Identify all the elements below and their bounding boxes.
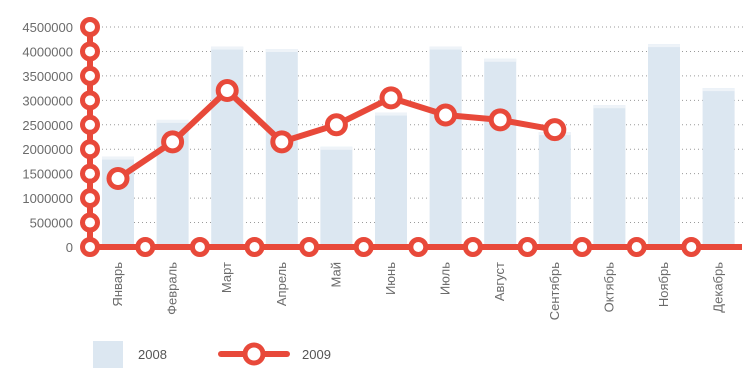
y-axis-marker: [80, 237, 100, 257]
bar-2008: [484, 58, 517, 248]
line-2009: [106, 79, 567, 191]
y-tick-label: 500000: [30, 216, 73, 231]
bar-2008-highlight: [320, 146, 353, 150]
x-tick-label: Июль: [438, 262, 453, 295]
legend: 2008 2009: [93, 341, 331, 368]
x-axis-marker: [244, 237, 265, 257]
x-axis-marker: [681, 237, 702, 257]
y-axis-marker: [80, 163, 100, 184]
bar-2008: [538, 132, 571, 247]
bar-2008: [375, 112, 407, 247]
x-tick-label: Июнь: [383, 262, 398, 295]
x-axis-marker: [353, 237, 374, 257]
x-tick-label: Декабрь: [711, 262, 726, 313]
y-tick-labels: 0 500000 1000000 1500000 2000000 2500000 30000…: [22, 20, 73, 255]
y-tick-label: 1000000: [22, 191, 73, 206]
bar-2008-highlight: [156, 119, 189, 123]
x-tick-labels: Январь Февраль Март Апрель Май Июнь Июль Август…: [110, 262, 726, 320]
x-tick-label: Сентябрь: [547, 262, 562, 320]
x-tick-label: Октябрь: [601, 262, 616, 313]
point-2009: [106, 167, 130, 191]
legend-swatch-2008: [93, 341, 123, 368]
point-2009: [270, 130, 294, 154]
x-tick-label: Апрель: [274, 262, 289, 306]
y-tick-label: 2000000: [22, 142, 73, 157]
x-axis-marker: [462, 237, 483, 257]
y-tick-label: 3500000: [22, 69, 73, 84]
y-axis-marker: [80, 139, 100, 160]
point-2009: [543, 118, 567, 142]
bar-2008: [320, 146, 353, 247]
bar-2008: [429, 46, 462, 247]
x-axis-marker: [189, 237, 210, 257]
y-tick-label: 4500000: [22, 20, 73, 35]
x-axis-marker: [626, 237, 647, 257]
point-2009: [434, 103, 458, 127]
bar-2008-highlight: [265, 49, 298, 52]
y-axis-marker: [80, 90, 100, 111]
bar-2008: [593, 105, 626, 247]
point-2009: [488, 108, 512, 132]
y-tick-label: 2500000: [22, 118, 73, 133]
x-tick-label: Январь: [110, 262, 125, 307]
x-tick-label: Май: [328, 262, 343, 287]
x-tick-label: Ноябрь: [656, 262, 671, 307]
bar-2008: [702, 88, 735, 247]
legend-label-2009: 2009: [302, 347, 331, 362]
bars-2008: [102, 44, 735, 248]
x-axis-marker: [572, 237, 593, 257]
y-axis-marker: [80, 41, 100, 62]
y-tick-label: 4000000: [22, 44, 73, 59]
y-tick-label: 0: [66, 240, 73, 255]
legend-label-2008: 2008: [138, 347, 167, 362]
y-axis-marker: [80, 65, 100, 86]
y-tick-label: 1500000: [22, 167, 73, 182]
y-axis-marker: [80, 17, 100, 37]
x-axis-marker: [517, 237, 538, 257]
point-2009: [161, 130, 185, 154]
x-axis-marker: [135, 237, 156, 257]
point-2009: [379, 86, 403, 110]
bar-2008: [211, 46, 244, 247]
x-axis-marker: [299, 237, 320, 257]
bar-2008-highlight: [484, 58, 517, 62]
x-tick-label: Март: [219, 262, 234, 293]
bar-2008-highlight: [648, 44, 680, 48]
axes: [80, 17, 742, 257]
point-2009: [215, 79, 239, 103]
y-axis-marker: [80, 212, 100, 233]
bar-2008: [648, 44, 680, 247]
bar-2008-highlight: [375, 112, 407, 116]
point-2009: [324, 113, 348, 137]
y-axis-marker: [80, 114, 100, 135]
x-tick-label: Август: [492, 262, 507, 301]
bar-2008-highlight: [429, 46, 462, 50]
bar-2008-highlight: [593, 105, 626, 109]
y-axis-marker: [80, 188, 100, 209]
x-axis-marker: [408, 237, 429, 257]
bar-2008-highlight: [211, 46, 244, 50]
bar-2008-highlight: [702, 88, 735, 92]
legend-marker-2009: [242, 342, 266, 366]
bar-2008-highlight: [102, 156, 134, 160]
y-tick-label: 3000000: [22, 93, 73, 108]
x-tick-label: Февраль: [165, 262, 180, 315]
